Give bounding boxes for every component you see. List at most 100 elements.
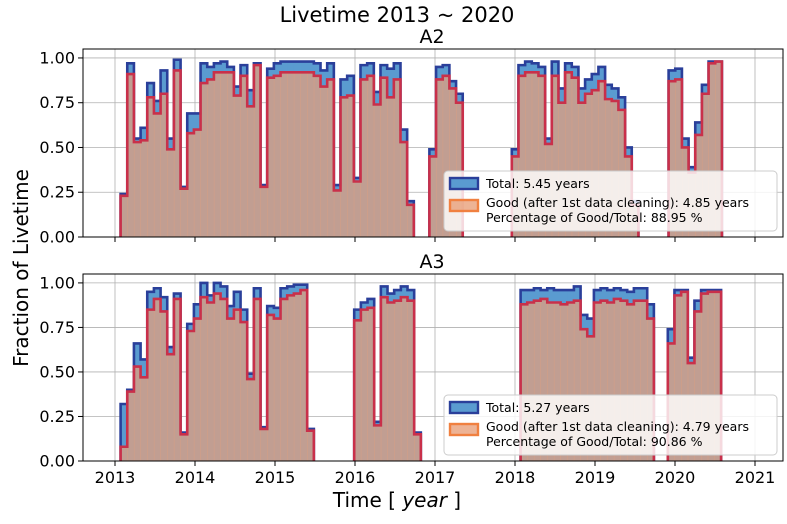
good-bar	[147, 97, 155, 237]
good-bar	[605, 99, 613, 237]
legend-box	[443, 170, 778, 232]
good-bar	[353, 181, 361, 237]
good-step-line	[519, 297, 656, 461]
x-tick-label: 2016	[335, 468, 376, 487]
good-bar	[213, 293, 221, 461]
good-bar	[715, 61, 723, 238]
good-step-line	[119, 63, 416, 237]
good-bar	[307, 72, 315, 238]
good-bar	[280, 72, 288, 238]
legend-total-text: Total: 5.45 years	[485, 176, 590, 191]
good-bar	[167, 149, 175, 237]
panel-a2: 0.00 0.25 0.50 0.75 1.00 A2 Total: 5.45 years G…	[39, 26, 784, 247]
good-bar	[668, 81, 676, 237]
total-step-line	[352, 285, 423, 461]
good-bar	[233, 95, 241, 237]
x-tick-label: 2018	[495, 468, 536, 487]
good-bar	[380, 77, 388, 238]
good-bar	[607, 302, 615, 461]
legend-swatch-total	[448, 400, 480, 415]
good-bar	[320, 86, 328, 237]
good-bar	[160, 311, 168, 461]
good-bar	[227, 72, 235, 238]
total-bar	[120, 404, 128, 461]
good-bar	[701, 93, 709, 237]
good-bar	[714, 291, 722, 461]
good-bar	[436, 79, 444, 237]
good-bar	[373, 104, 381, 237]
good-bar	[200, 83, 208, 238]
good-bar	[273, 318, 281, 461]
good-bar	[407, 204, 415, 237]
legend-percentage-text: Percentage of Good/Total: 90.86 %	[486, 434, 703, 449]
good-step-line	[667, 60, 724, 237]
good-bar	[354, 320, 362, 461]
good-bar	[558, 102, 566, 237]
legend-swatch-good	[448, 422, 480, 437]
good-bar	[407, 300, 415, 461]
good-bar	[573, 300, 581, 461]
x-axis-label-unit: year	[401, 488, 448, 512]
y-tick-label: 0.00	[39, 452, 75, 471]
good-bar	[273, 75, 281, 237]
good-bar	[540, 298, 548, 461]
good-bar	[240, 322, 248, 461]
good-bar	[600, 300, 608, 461]
good-bar	[187, 330, 195, 461]
good-bar	[647, 318, 655, 461]
good-bar	[207, 79, 215, 237]
good-bar	[300, 72, 308, 238]
good-bar	[153, 298, 161, 461]
good-step-line	[428, 74, 465, 237]
good-bar	[387, 302, 395, 461]
good-bar	[200, 297, 208, 461]
good-bar	[553, 302, 561, 461]
good-bar	[287, 72, 295, 238]
panel-a3: 0.00 0.25 0.50 0.75 1.00 2013 2014 2015 2016 2017…	[39, 251, 784, 487]
good-bar	[167, 354, 175, 461]
good-bar	[551, 75, 559, 237]
good-bar	[707, 291, 715, 461]
good-bar	[620, 300, 628, 461]
x-tick-label: 2021	[735, 468, 776, 487]
good-bar	[333, 190, 341, 237]
good-bar	[360, 79, 368, 237]
good-bar	[393, 79, 401, 237]
good-bar	[585, 93, 593, 237]
good-bar	[675, 79, 683, 237]
good-bar	[400, 297, 408, 461]
good-bar	[701, 293, 709, 461]
good-bar	[193, 129, 201, 237]
axes-frame	[82, 48, 784, 238]
y-tick-label: 0.25	[39, 183, 75, 202]
good-bar	[708, 63, 716, 238]
good-bar	[220, 298, 228, 461]
good-bar	[633, 300, 641, 461]
good-bar	[527, 302, 535, 461]
good-bar	[456, 102, 464, 237]
good-bar	[267, 77, 275, 238]
legend-good-text: Good (after 1st data cleaning): 4.85 yea…	[486, 195, 749, 210]
good-bar	[253, 298, 261, 461]
good-bar	[260, 186, 268, 237]
good-bar	[449, 88, 457, 237]
good-step-line	[666, 290, 723, 461]
good-bar	[520, 304, 528, 461]
panel-title: A3	[419, 251, 444, 273]
good-bar	[367, 307, 375, 461]
total-step-line	[519, 285, 656, 461]
y-tick-label: 1.00	[39, 48, 75, 67]
y-tick-label: 0.50	[39, 138, 75, 157]
y-axis-label: Fraction of Livetime	[9, 169, 33, 367]
good-bar	[611, 100, 619, 237]
good-bar	[565, 72, 573, 238]
good-bar	[394, 300, 402, 461]
good-bar	[187, 133, 195, 237]
good-bar	[300, 290, 308, 461]
good-bar	[120, 195, 128, 237]
y-tick-label: 0.75	[39, 318, 75, 337]
legend-good-text: Good (after 1st data cleaning): 4.79 yea…	[486, 419, 749, 434]
legend-percentage-text: Percentage of Good/Total: 88.95 %	[486, 210, 703, 225]
good-bar	[414, 434, 422, 461]
good-bar	[674, 295, 682, 461]
